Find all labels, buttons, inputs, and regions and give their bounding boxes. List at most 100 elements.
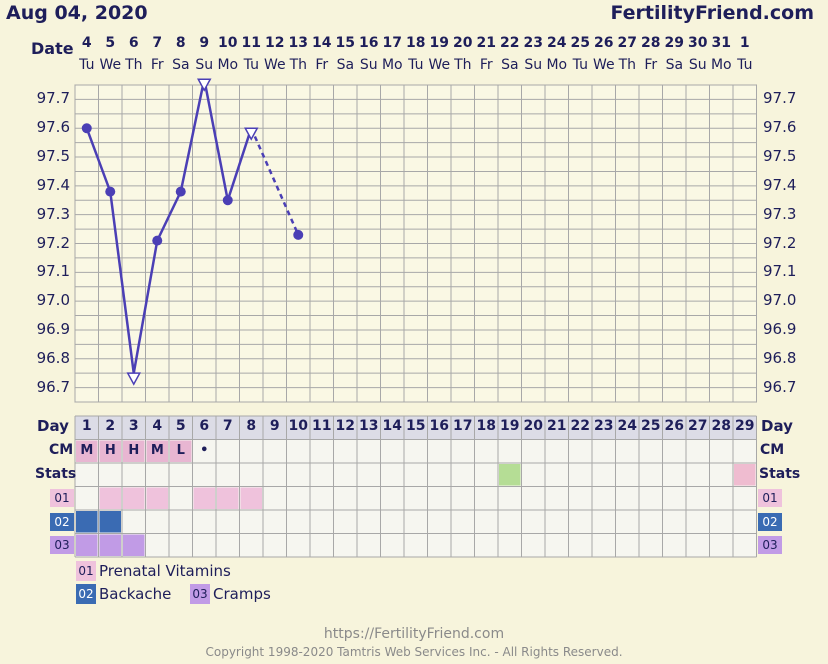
y-tick-label-right: 97.6: [763, 118, 797, 137]
stats-fill-pink: [734, 464, 756, 486]
med-tag-left: 01: [50, 489, 74, 507]
date-cell: 24: [547, 35, 567, 51]
site-logo[interactable]: FertilityFriend.com: [610, 2, 814, 24]
temp-point: [175, 186, 186, 197]
y-tick-label: 96.8: [36, 348, 70, 367]
day-number: 13: [359, 418, 379, 434]
day-number: 22: [570, 418, 591, 434]
date-cell: 9: [199, 35, 210, 51]
solid-line: [85, 78, 253, 374]
temp-point-triangle: [126, 372, 142, 386]
cm-value: M: [80, 443, 94, 458]
temp-point: [152, 235, 163, 246]
cm-fill: [99, 440, 121, 462]
day-number: 27: [688, 418, 708, 434]
day-number: 3: [128, 418, 139, 434]
cm-row-label: CM: [49, 442, 74, 458]
date-cell: 16: [359, 35, 379, 51]
med-fill: [76, 511, 98, 533]
weekday-cell: We: [263, 57, 286, 73]
med-fill: [193, 487, 215, 509]
cm-fill: [76, 440, 98, 462]
day-row-bg: [75, 416, 757, 440]
footer-url[interactable]: https://FertilityFriend.com: [323, 626, 505, 642]
cm-value: H: [104, 443, 116, 458]
date-cell: 11: [241, 35, 262, 51]
day-number: 7: [222, 418, 233, 434]
med-fill: [99, 487, 121, 509]
med-fill: [99, 534, 121, 556]
weekday-cell: Su: [688, 57, 707, 73]
day-number: 26: [664, 418, 685, 434]
day-number: 8: [246, 418, 257, 434]
date-cell: 26: [594, 35, 614, 51]
temp-point-triangle: [243, 127, 259, 141]
date-cell: 5: [105, 35, 116, 51]
day-number: 17: [453, 418, 473, 434]
weekday-cell: Tu: [572, 57, 588, 73]
day-number: 12: [335, 418, 356, 434]
med-tag-left: 02: [50, 512, 74, 531]
weekday-cell: Mo: [710, 57, 732, 73]
day-number: 25: [641, 418, 661, 434]
cm-fill: [146, 440, 168, 462]
day-number: 5: [175, 418, 186, 434]
y-tick-label-right: 97.3: [763, 204, 797, 223]
legend-label: Backache: [99, 585, 172, 603]
date-cell: 6: [128, 35, 139, 51]
weekday-cell: Sa: [336, 57, 355, 73]
day-number: 20: [523, 418, 544, 434]
stats-row-label: Stats: [35, 466, 77, 482]
day-number: 15: [406, 418, 426, 434]
chart-grid: [74, 84, 757, 403]
y-tick-label: 97.1: [36, 262, 70, 281]
y-tick-label-right: 97.0: [763, 291, 797, 310]
date-cell: 22: [500, 35, 520, 51]
y-tick-label: 96.9: [36, 319, 70, 338]
day-row-label-right: Day: [761, 417, 793, 435]
y-tick-label: 97.7: [36, 89, 70, 108]
day-row-label: Day: [37, 417, 69, 435]
med-fill: [240, 487, 262, 509]
cm-row-label-right: CM: [760, 442, 785, 458]
weekday-cell: Mo: [381, 57, 403, 73]
med-fill: [99, 511, 121, 533]
med-tag-right: 01: [758, 489, 782, 507]
med-fill: [123, 487, 145, 509]
y-tick-label-right: 97.2: [763, 233, 797, 252]
med-tag-left: 03: [50, 536, 74, 554]
temp-point: [81, 123, 92, 134]
med-fill: [123, 534, 145, 556]
date-cell: 1: [739, 35, 750, 51]
med-fill: [76, 534, 98, 556]
day-number: 14: [382, 418, 403, 434]
weekday-cell: We: [592, 57, 615, 73]
chart-table: [74, 415, 757, 558]
date-cell: 20: [453, 35, 473, 51]
date-cell: 30: [688, 35, 708, 51]
cm-value: •: [200, 443, 209, 458]
y-tick-label-right: 96.8: [763, 348, 797, 367]
y-tick-label: 96.7: [36, 377, 70, 396]
date-cell: 10: [218, 35, 238, 51]
weekday-cell: Su: [195, 57, 214, 73]
y-tick-label: 97.5: [36, 147, 70, 166]
y-tick-label: 97.3: [36, 204, 70, 223]
weekday-cell: Th: [454, 57, 472, 73]
date-cell: 18: [406, 35, 426, 51]
weekday-cell: Th: [125, 57, 143, 73]
weekday-cell: Th: [618, 57, 637, 73]
med-tag-right: 03: [758, 536, 782, 554]
weekday-cell: Tu: [79, 57, 95, 73]
y-tick-label-right: 96.7: [763, 377, 797, 396]
y-tick-label: 97.0: [36, 291, 70, 310]
weekday-cell: Sa: [665, 57, 684, 73]
y-tick-label: 97.4: [36, 175, 70, 194]
weekday-cell: Fr: [150, 57, 164, 73]
legend-tag: 01: [76, 561, 96, 581]
weekday-cell: Fr: [315, 57, 329, 73]
day-number: 19: [500, 418, 520, 434]
temp-point: [105, 186, 116, 197]
day-number: 9: [269, 418, 280, 434]
